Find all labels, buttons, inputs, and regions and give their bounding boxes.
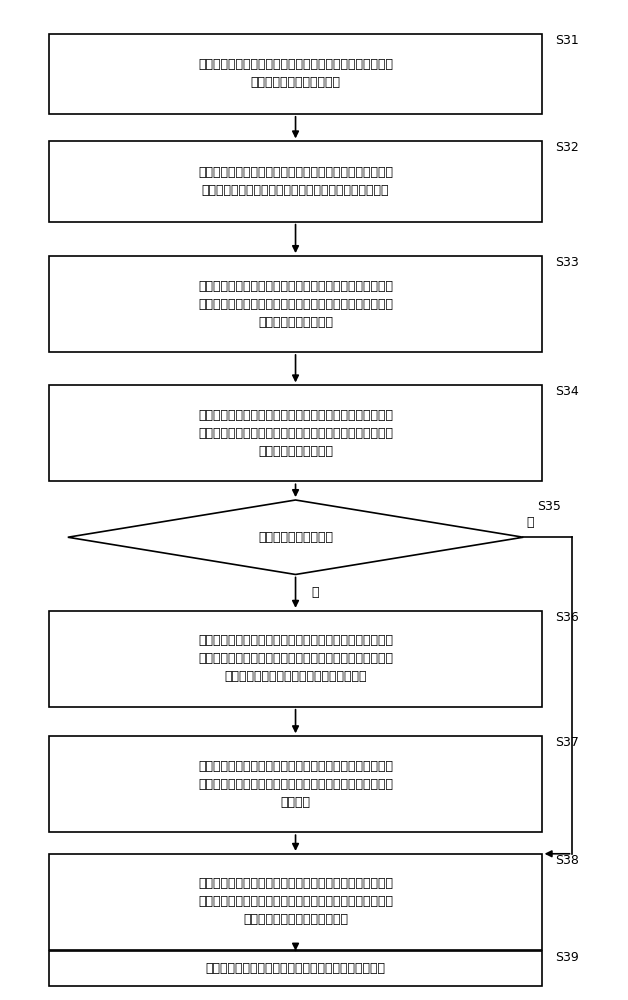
Polygon shape (68, 500, 523, 574)
Text: 远程控制系统接收第一负载模块所封装的无线信号，并解析
无线信号中的第一固态射频电源的输出反射功率值和第一负
载模块的输出射频信号: 远程控制系统接收第一负载模块所封装的无线信号，并解析 无线信号中的第一固态射频电… (198, 279, 393, 328)
Text: 第一负载模块获取第一固态射频电源的输出反射功率值和第
一负载模块的输出射频信号: 第一负载模块获取第一固态射频电源的输出反射功率值和第 一负载模块的输出射频信号 (198, 58, 393, 89)
Text: S38: S38 (555, 854, 579, 867)
Text: 所述远程控制系统基于第一固态射频电源的输出反射功率值
和第一负载模块的输出射频信号分析第一负载模块和第一固
态射频电源的运行状态: 所述远程控制系统基于第一固态射频电源的输出反射功率值 和第一负载模块的输出射频信… (198, 409, 393, 458)
Text: 所述第一固态射频电源基于所述频率调节信号调节功率放大
器的工作频率，并基于功率放大器所输出的电源向第一负载
模块供电: 所述第一固态射频电源基于所述频率调节信号调节功率放大 器的工作频率，并基于功率放… (198, 760, 393, 809)
Text: 基于第一固态射频电源的输出反射功率值和第一负载模块的
输出射频信号生成频率调节信号，并将所述频率调节信号基
于无线信号封装后发送到第一固态射频电源: 基于第一固态射频电源的输出反射功率值和第一负载模块的 输出射频信号生成频率调节信… (198, 634, 393, 683)
Text: S39: S39 (555, 951, 579, 964)
Text: S36: S36 (555, 611, 579, 624)
Text: 所述第一负载模块隔离第一固态射频电源所输出的电源: 所述第一负载模块隔离第一固态射频电源所输出的电源 (205, 962, 386, 975)
Bar (50, 34, 542, 114)
Text: S32: S32 (555, 141, 579, 154)
Text: 否: 否 (526, 516, 534, 529)
Bar (50, 736, 542, 832)
Bar (50, 256, 542, 352)
Text: 基于第一固态射频电源的输出反射功率值和第一负载模块的
输出射频信号生成报警信号，并将所述报警信号基于无线信
号封装后发送到第一负载模块上: 基于第一固态射频电源的输出反射功率值和第一负载模块的 输出射频信号生成报警信号，… (198, 877, 393, 926)
Bar (50, 141, 542, 222)
Text: 判断运行状态是否安全: 判断运行状态是否安全 (258, 531, 333, 544)
Bar (50, 385, 542, 481)
Text: 将所述第一固态射频电源的输出反射功率值和第一负载模块
的输出射频信号基于无线信号封装后发送到远程控制系统: 将所述第一固态射频电源的输出反射功率值和第一负载模块 的输出射频信号基于无线信号… (198, 166, 393, 197)
Bar (50, 854, 542, 950)
Text: 是: 是 (311, 586, 318, 599)
Text: S35: S35 (537, 500, 561, 513)
Bar (50, 951, 542, 986)
Bar (50, 611, 542, 707)
Text: S37: S37 (555, 736, 579, 749)
Text: S34: S34 (555, 385, 579, 398)
Text: S33: S33 (555, 256, 579, 269)
Text: S31: S31 (555, 34, 579, 47)
